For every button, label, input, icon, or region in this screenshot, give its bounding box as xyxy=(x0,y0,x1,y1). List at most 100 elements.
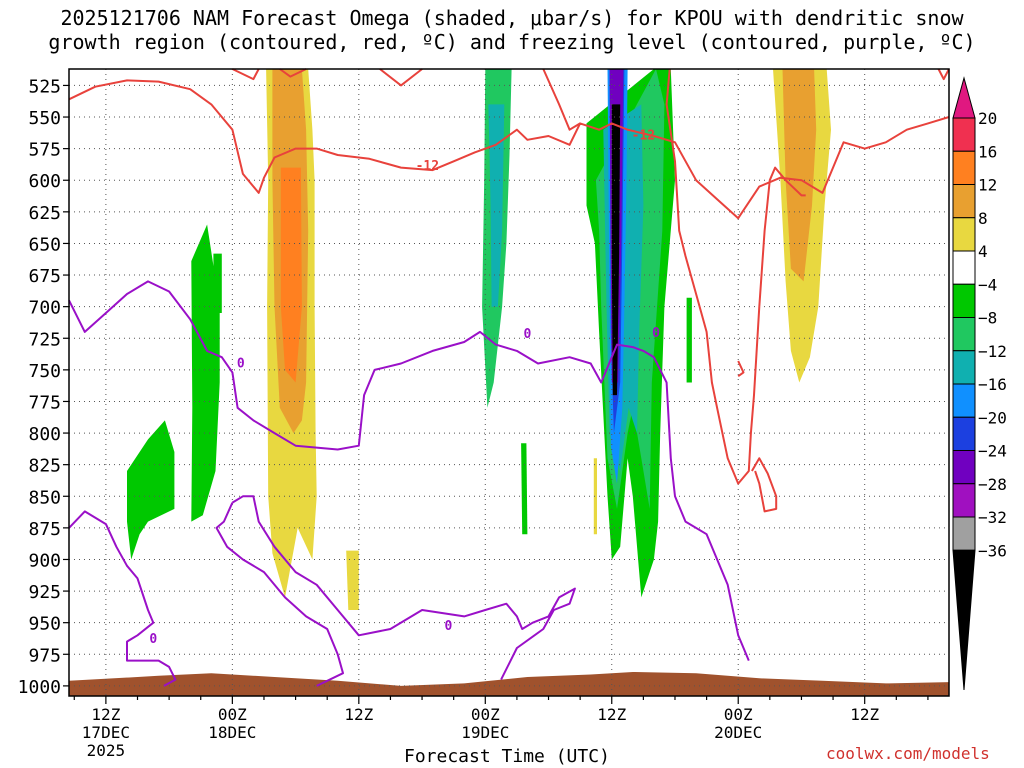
colorbar-label: 12 xyxy=(978,176,997,195)
x-tick-label: 20DEC xyxy=(714,723,762,742)
contour-purple-0-lower-b xyxy=(215,502,344,687)
omega-blob-minus4-b xyxy=(127,420,175,560)
y-tick-label-625: 625 xyxy=(28,203,61,224)
contour-red-minus12-top-d xyxy=(542,68,581,131)
colorbar-label: −24 xyxy=(978,442,1007,461)
colorbar-label: −12 xyxy=(978,342,1007,361)
y-tick-label-650: 650 xyxy=(28,234,61,255)
y-tick-label-1000: 1000 xyxy=(18,677,61,698)
colorbar-swatch xyxy=(952,150,976,185)
contour-label: 0 xyxy=(444,619,452,634)
colorbar-swatch xyxy=(952,283,976,318)
x-tick-label: 12Z xyxy=(344,705,373,724)
contour-red-minus12-top-a xyxy=(231,68,260,81)
y-tick-label-850: 850 xyxy=(28,487,61,508)
x-tick-label: 00Z xyxy=(218,705,247,724)
omega-blob-plus12 xyxy=(280,167,302,383)
omega-blob-plus8-right xyxy=(782,69,817,282)
omega-blob-minus4-c xyxy=(213,253,222,313)
contour-label: -12 xyxy=(416,159,439,174)
x-tick-label: 12Z xyxy=(850,705,879,724)
y-tick-label-550: 550 xyxy=(28,108,61,129)
colorbar-label: −28 xyxy=(978,475,1007,494)
colorbar-swatch xyxy=(952,317,976,352)
colorbar-swatch xyxy=(952,184,976,219)
contour-red-minus12-ring xyxy=(751,457,778,513)
x-tick-label: 00Z xyxy=(724,705,753,724)
colorbar-label: −36 xyxy=(978,541,1007,560)
y-tick-label-950: 950 xyxy=(28,614,61,635)
contour-label: 0 xyxy=(237,356,245,371)
x-tick-label: 12Z xyxy=(91,705,120,724)
colorbar: 20 16 12 8 4 −4 −8 −12 −16 −20 −24 −28 −32 −36 xyxy=(952,76,1007,691)
colorbar-label: −8 xyxy=(978,309,997,328)
contour-red-minus12-upper xyxy=(68,79,950,220)
contour-label: 0 xyxy=(149,632,157,647)
colorbar-swatch xyxy=(952,483,976,518)
x-tick-label: 2025 xyxy=(87,741,126,760)
contour-label: 0 xyxy=(524,327,532,342)
colorbar-label: 4 xyxy=(978,242,988,261)
colorbar-label: 8 xyxy=(978,209,988,228)
x-axis-label: Forecast Time (UTC) xyxy=(404,746,610,767)
contour-labels-layer: -12 -12 0 0 0 0 0 xyxy=(149,129,660,647)
x-tick-label: 18DEC xyxy=(208,723,256,742)
colorbar-label: 16 xyxy=(978,142,997,161)
omega-blob-minus4-e xyxy=(521,443,528,535)
colorbar-label: −4 xyxy=(978,275,997,294)
y-tick-label-525: 525 xyxy=(28,76,61,97)
colorbar-swatch xyxy=(952,416,976,451)
colorbar-label: −32 xyxy=(978,508,1007,527)
colorbar-swatch xyxy=(952,217,976,252)
grid-layer xyxy=(69,69,949,696)
y-tick-label-600: 600 xyxy=(28,171,61,192)
x-tick-label: 19DEC xyxy=(461,723,509,742)
pressure-axis: 525 550 575 600 625 650 675 700 725 750 775 800 825 8… xyxy=(18,76,69,698)
y-tick-label-750: 750 xyxy=(28,361,61,382)
contour-purple-0-main xyxy=(68,280,750,661)
omega-shading-layer xyxy=(127,69,831,610)
y-tick-label-925: 925 xyxy=(28,582,61,603)
contour-label: 0 xyxy=(652,326,660,341)
colorbar-swatch xyxy=(952,117,976,152)
colorbar-swatch xyxy=(952,350,976,385)
y-tick-label-800: 800 xyxy=(28,424,61,445)
y-tick-label-875: 875 xyxy=(28,519,61,540)
omega-blob-plus4-small xyxy=(593,458,597,535)
contour-purple-0-lower xyxy=(231,495,576,681)
chart-title: 2025121706 NAM Forecast Omega (shaded, μ… xyxy=(0,6,1024,54)
colorbar-swatch xyxy=(952,450,976,485)
y-tick-label-825: 825 xyxy=(28,456,61,477)
colorbar-top-arrow xyxy=(952,76,976,119)
colorbar-swatch xyxy=(952,516,976,551)
omega-blob-minus12-d xyxy=(488,104,505,307)
omega-blob-small-yellow xyxy=(346,550,359,610)
contour-red-minus12-lower xyxy=(665,68,806,485)
contour-red-minus12-top-c xyxy=(379,68,423,87)
y-tick-label-975: 975 xyxy=(28,645,61,666)
y-tick-label-725: 725 xyxy=(28,329,61,350)
colorbar-bottom-arrow xyxy=(952,549,976,691)
contour-label: -12 xyxy=(632,129,655,144)
y-tick-label-700: 700 xyxy=(28,298,61,319)
terrain-surface xyxy=(69,672,949,696)
colorbar-swatch xyxy=(952,250,976,285)
contour-red-minus12-top-b xyxy=(279,68,307,78)
terrain-layer xyxy=(69,672,949,696)
contour-layer xyxy=(68,68,950,687)
title-line-1: 2025121706 NAM Forecast Omega (shaded, μ… xyxy=(60,6,964,30)
colorbar-label: −20 xyxy=(978,408,1007,427)
plot-frame xyxy=(68,68,950,697)
x-tick-label: 00Z xyxy=(471,705,500,724)
contour-red-minus12-top-e xyxy=(937,68,950,81)
y-tick-label-575: 575 xyxy=(28,140,61,161)
colorbar-label: 20 xyxy=(978,109,997,128)
y-tick-label-775: 775 xyxy=(28,392,61,413)
colorbar-label: −16 xyxy=(978,375,1007,394)
x-tick-label: 12Z xyxy=(597,705,626,724)
y-tick-label-900: 900 xyxy=(28,550,61,571)
contour-purple-0-left xyxy=(68,510,177,687)
y-tick-label-675: 675 xyxy=(28,266,61,287)
